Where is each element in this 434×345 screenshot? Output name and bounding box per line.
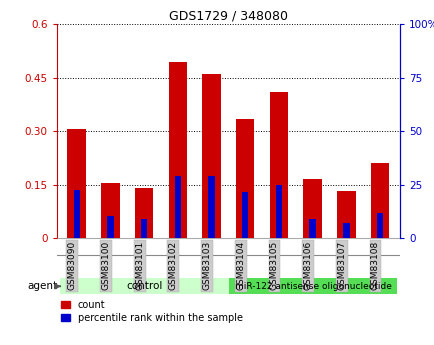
Bar	[208, 176, 214, 238]
Title: GDS1729 / 348080: GDS1729 / 348080	[168, 10, 287, 23]
Bar	[309, 219, 315, 238]
Bar	[107, 216, 113, 238]
Bar	[269, 92, 287, 238]
Bar	[342, 223, 349, 238]
Text: GSM83108: GSM83108	[370, 241, 379, 290]
Text: GSM83106: GSM83106	[303, 241, 312, 290]
Text: GSM83107: GSM83107	[336, 241, 345, 290]
Bar	[229, 278, 396, 294]
Bar	[174, 176, 181, 238]
Bar	[235, 119, 254, 238]
Bar	[168, 62, 187, 238]
Bar	[60, 278, 229, 294]
Text: agent: agent	[27, 281, 57, 291]
Text: control: control	[126, 281, 162, 291]
Text: GSM83101: GSM83101	[135, 241, 144, 290]
Bar	[336, 191, 355, 238]
Text: GSM83102: GSM83102	[168, 241, 178, 290]
Bar	[73, 190, 80, 238]
Bar	[275, 185, 282, 238]
Bar	[135, 188, 153, 238]
Bar	[67, 129, 86, 238]
Text: GSM83103: GSM83103	[202, 241, 211, 290]
Text: GSM83090: GSM83090	[68, 241, 76, 290]
Bar	[241, 192, 248, 238]
Bar	[101, 183, 119, 238]
Bar	[202, 74, 220, 238]
Bar	[376, 213, 382, 238]
Legend: count, percentile rank within the sample: count, percentile rank within the sample	[61, 300, 242, 323]
Bar	[141, 219, 147, 238]
Text: GSM83104: GSM83104	[236, 241, 245, 290]
Text: GSM83100: GSM83100	[101, 241, 110, 290]
Text: miR-122 antisense oligonucleotide: miR-122 antisense oligonucleotide	[234, 282, 391, 291]
Bar	[370, 163, 388, 238]
Text: GSM83105: GSM83105	[269, 241, 278, 290]
Bar	[302, 179, 321, 238]
